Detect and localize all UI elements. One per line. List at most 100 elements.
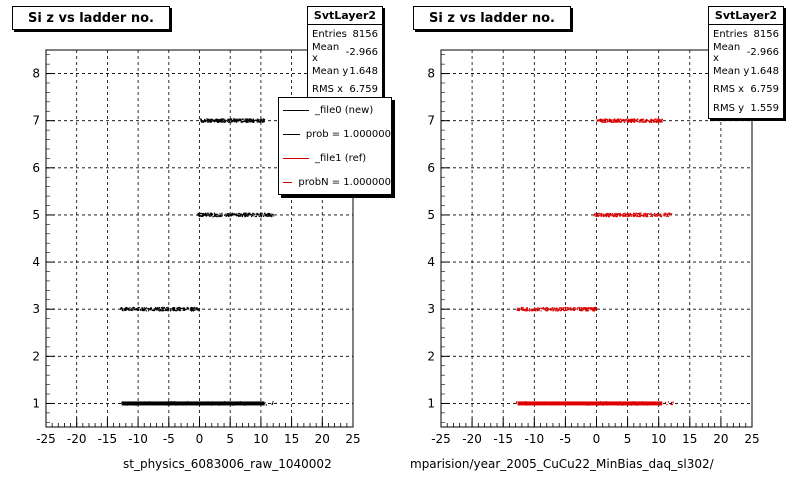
data-point	[261, 212, 263, 214]
data-point	[217, 121, 220, 123]
data-point	[238, 118, 241, 121]
data-point	[124, 309, 126, 312]
stats-label: Entries	[713, 28, 748, 40]
y-tick-label: 3	[32, 302, 40, 316]
data-point	[221, 120, 223, 122]
data-point	[203, 120, 205, 123]
data-point	[219, 215, 221, 217]
data-point	[235, 118, 238, 121]
data-point	[259, 119, 261, 121]
stats-value: 8156	[753, 28, 779, 40]
data-point	[233, 120, 235, 122]
data-point	[240, 403, 242, 405]
data-point	[221, 119, 224, 122]
data-point	[126, 308, 128, 311]
data-point	[222, 118, 224, 120]
data-point	[245, 403, 247, 405]
legend-line	[283, 109, 309, 111]
data-point	[144, 307, 147, 309]
data-point	[199, 212, 201, 214]
data-point	[179, 307, 181, 309]
data-point	[213, 212, 216, 214]
data-point	[252, 212, 254, 214]
data-point	[215, 118, 217, 120]
data-point	[194, 309, 196, 311]
stats-value: 1.559	[750, 102, 779, 114]
data-point	[253, 402, 255, 405]
data-point	[159, 401, 161, 403]
legend-label: _file0 (new)	[315, 104, 374, 116]
data-point	[244, 404, 246, 406]
x-tick-label: 15	[284, 432, 299, 446]
data-point	[246, 118, 248, 120]
stats-label: RMS x	[312, 84, 344, 96]
data-point	[246, 118, 249, 120]
data-point	[251, 120, 253, 122]
data-point	[185, 404, 187, 406]
stats-label: Mean y	[312, 65, 349, 77]
data-point	[187, 308, 189, 310]
data-point	[220, 403, 223, 405]
data-point	[174, 309, 176, 311]
data-point	[272, 401, 274, 403]
data-point	[227, 402, 230, 404]
data-point	[216, 121, 219, 123]
data-point	[242, 214, 244, 216]
data-point	[131, 309, 133, 311]
data-point	[149, 308, 151, 310]
data-point	[137, 306, 139, 309]
data-point	[141, 309, 143, 311]
y-tick-label: 4	[32, 255, 40, 269]
data-point	[206, 120, 209, 123]
data-point	[155, 308, 157, 310]
data-point	[201, 213, 203, 215]
data-point	[232, 120, 234, 123]
x-tick-label: 0	[196, 432, 204, 446]
data-point	[227, 118, 229, 120]
data-point	[133, 309, 135, 311]
data-point	[240, 119, 242, 122]
data-point	[133, 404, 135, 406]
data-point	[123, 403, 125, 405]
data-point	[149, 403, 151, 405]
data-point	[263, 119, 265, 121]
data-point	[210, 121, 212, 124]
data-point	[234, 402, 236, 404]
stats-label: Mean y	[713, 65, 750, 77]
data-point	[210, 214, 212, 216]
data-point	[141, 307, 143, 309]
data-point	[183, 308, 186, 310]
data-point	[151, 401, 153, 403]
data-point	[226, 121, 228, 123]
data-point	[239, 214, 241, 216]
stats-row: RMS y 1.559	[709, 99, 783, 118]
data-point	[266, 215, 269, 217]
data-point	[125, 309, 127, 311]
data-point	[232, 118, 234, 120]
data-point	[148, 401, 151, 403]
data-point	[195, 308, 197, 310]
stats-row: Mean y 1.648	[308, 62, 382, 81]
data-point	[257, 121, 259, 123]
x-tick-label: 20	[315, 432, 330, 446]
data-point	[147, 310, 150, 312]
data-point	[175, 402, 177, 404]
data-point	[237, 401, 239, 404]
data-point	[151, 309, 153, 311]
data-point	[164, 402, 166, 405]
data-point	[179, 402, 181, 404]
data-point	[121, 307, 123, 309]
data-point	[226, 214, 228, 217]
data-point	[139, 308, 141, 311]
x-tick-label: -10	[128, 432, 148, 446]
data-point	[260, 118, 262, 120]
data-point	[237, 118, 239, 120]
data-point	[259, 121, 261, 123]
data-point	[234, 118, 236, 120]
data-point	[217, 119, 219, 121]
data-point	[246, 119, 248, 121]
data-point	[256, 121, 259, 123]
data-point	[194, 403, 196, 405]
data-point	[237, 119, 239, 121]
y-tick-label: 6	[32, 161, 40, 175]
